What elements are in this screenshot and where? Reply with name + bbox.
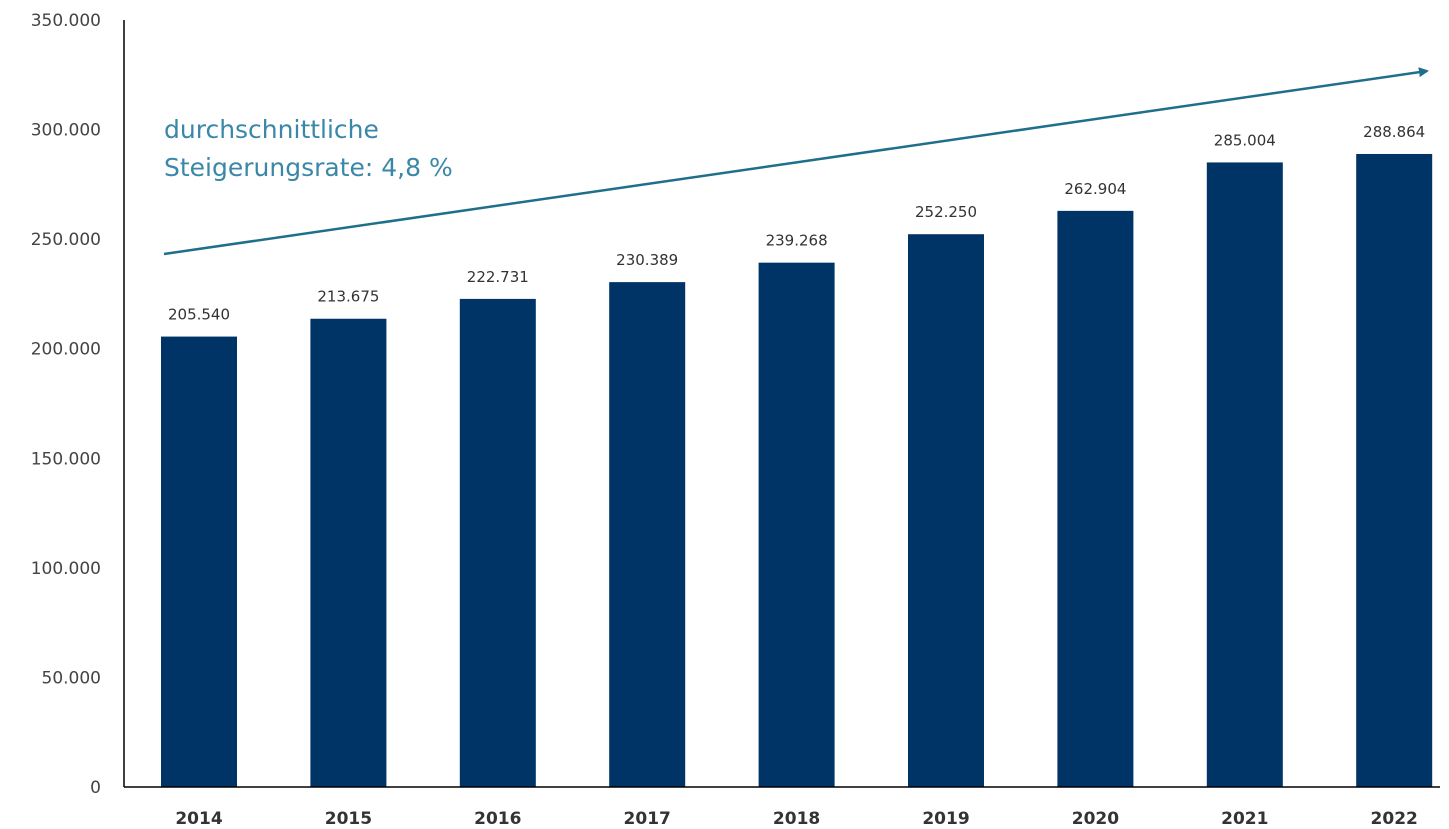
bars-layer [161,153,1433,788]
value-label-2015: 213.675 [317,288,379,306]
x-tick-label-2019: 2019 [922,809,969,829]
bar-2014 [161,336,237,787]
value-label-2019: 252.250 [915,203,977,221]
value-label-2018: 239.268 [766,232,828,250]
value-labels-layer: 205.540 213.675 222.731 230.389 239.268 252.2… [168,123,1425,324]
bar-2019 [908,234,984,787]
x-tick-label-2021: 2021 [1221,809,1268,829]
y-tick-label: 50.000 [42,668,101,688]
y-tick-label: 100.000 [31,559,101,579]
trend-arrow [163,67,1429,256]
bar-2020 [1057,210,1134,787]
y-axis: 0 50.000 100.000 150.000 200.000 250.000 300.0… [31,11,125,798]
y-tick-label: 200.000 [31,340,101,360]
annotation-line-1: durchschnittliche [164,115,379,144]
x-tick-label-2020: 2020 [1072,809,1119,829]
bar-2018 [758,262,835,787]
x-tick-label-2017: 2017 [624,809,671,829]
value-label-2022: 288.864 [1363,123,1425,141]
bar-2022 [1356,153,1433,788]
value-label-2021: 285.004 [1214,131,1276,149]
y-tick-label: 0 [90,778,101,798]
bar-2015 [310,318,387,787]
annotation: durchschnittliche Steigerungsrate: 4,8 % [164,115,453,182]
bar-2017 [609,282,686,787]
value-label-2017: 230.389 [616,251,678,269]
value-label-2014: 205.540 [168,306,230,324]
x-tick-label-2018: 2018 [773,809,820,829]
y-tick-label: 350.000 [31,11,101,31]
y-tick-label: 300.000 [31,121,101,141]
x-tick-label-2016: 2016 [474,809,521,829]
value-label-2020: 262.904 [1064,180,1126,198]
x-tick-label-2015: 2015 [325,809,372,829]
bar-2016 [459,298,536,787]
x-tick-label-2014: 2014 [175,809,222,829]
y-tick-label: 150.000 [31,449,101,469]
trend-arrow-layer [163,67,1429,256]
y-tick-label: 250.000 [31,230,101,250]
bar-2021 [1206,162,1283,788]
x-axis: 2014 2015 2016 2017 2018 2019 2020 2021 2022 [124,786,1440,829]
x-tick-label-2022: 2022 [1371,809,1418,829]
annotation-line-2: Steigerungsrate: 4,8 % [164,153,453,182]
value-label-2016: 222.731 [467,268,529,286]
